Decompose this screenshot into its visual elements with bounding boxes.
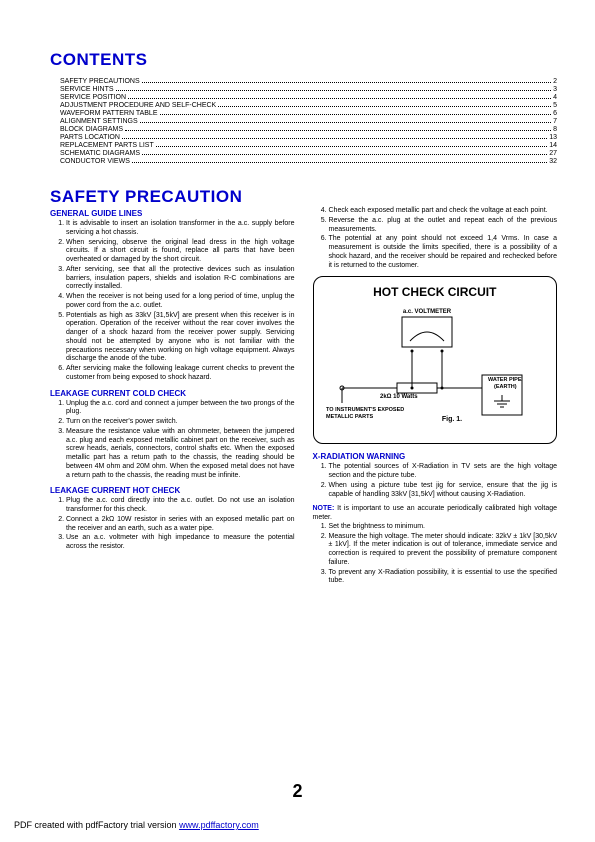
- toc-page: 7: [553, 118, 557, 125]
- list-item: Turn on the receiver's power switch.: [66, 418, 295, 427]
- page-number: 2: [0, 781, 595, 802]
- toc-label: SCHEMATIC DIAGRAMS: [60, 150, 140, 157]
- note-text: It is important to use an accurate perio…: [313, 505, 558, 521]
- toc-page: 27: [549, 150, 557, 157]
- toc-row: REPLACEMENT PARTS LIST 14: [60, 142, 557, 149]
- footer-text: PDF created with pdfFactory trial versio…: [14, 820, 179, 830]
- toc-label: SAFETY PRECAUTIONS: [60, 78, 140, 85]
- diagram-title: HOT CHECK CIRCUIT: [322, 285, 549, 299]
- general-list-right: Check each exposed metallic part and che…: [313, 207, 558, 270]
- toc-dots: [156, 145, 547, 147]
- note-list: Set the brightness to minimum.Measure th…: [313, 523, 558, 586]
- hot-check-list: Plug the a.c. cord directly into the a.c…: [50, 497, 295, 552]
- toc-label: PARTS LOCATION: [60, 134, 120, 141]
- list-item: Potentials as high as 33kV [31,5kV] are …: [66, 312, 295, 365]
- list-item: To prevent any X-Radiation possibility, …: [329, 569, 558, 587]
- table-of-contents: SAFETY PRECAUTIONS 2SERVICE HINTS 3SERVI…: [60, 78, 557, 165]
- voltmeter-label: a.c. VOLTMETER: [402, 309, 451, 315]
- list-item: Use an a.c. voltmeter with high impedanc…: [66, 534, 295, 552]
- toc-dots: [122, 137, 547, 139]
- toc-label: SERVICE POSITION: [60, 94, 126, 101]
- note-paragraph: NOTE: It is important to use an accurate…: [313, 505, 558, 523]
- list-item: It is advisable to insert an isolation t…: [66, 220, 295, 238]
- toc-page: 32: [549, 158, 557, 165]
- list-item: Measure the high voltage. The meter shou…: [329, 533, 558, 568]
- toc-row: SERVICE POSITION 4: [60, 94, 557, 101]
- earth-label: WATER PIPE (EARTH): [488, 377, 523, 390]
- contents-heading: CONTENTS: [50, 50, 557, 70]
- safety-heading: SAFETY PRECAUTION: [50, 187, 557, 207]
- cold-check-heading: LEAKAGE CURRENT COLD CHECK: [50, 389, 295, 398]
- cold-check-list: Unplug the a.c. cord and connect a jumpe…: [50, 400, 295, 481]
- toc-dots: [128, 97, 551, 99]
- toc-dots: [140, 121, 551, 123]
- toc-row: WAVEFORM PATTERN TABLE 6: [60, 110, 557, 117]
- toc-page: 13: [549, 134, 557, 141]
- toc-row: CONDUCTOR VIEWS 32: [60, 158, 557, 165]
- general-list-left: It is advisable to insert an isolation t…: [50, 220, 295, 383]
- list-item: Reverse the a.c. plug at the outlet and …: [329, 217, 558, 235]
- footer-link[interactable]: www.pdffactory.com: [179, 820, 259, 830]
- toc-row: ADJUSTMENT PROCEDURE AND SELF-CHECK 5: [60, 102, 557, 109]
- toc-dots: [142, 153, 547, 155]
- toc-row: SCHEMATIC DIAGRAMS 27: [60, 150, 557, 157]
- toc-page: 2: [553, 78, 557, 85]
- toc-row: ALIGNMENT SETTINGS 7: [60, 118, 557, 125]
- toc-label: BLOCK DIAGRAMS: [60, 126, 123, 133]
- list-item: The potential at any point should not ex…: [329, 235, 558, 270]
- note-label: NOTE:: [313, 505, 335, 512]
- fig-label: Fig. 1.: [441, 416, 461, 423]
- two-column-body: GENERAL GUIDE LINES It is advisable to i…: [50, 207, 557, 592]
- instrument-label: TO INSTRUMENT'S EXPOSED METALLIC PARTS: [326, 407, 406, 420]
- toc-row: SERVICE HINTS 3: [60, 86, 557, 93]
- list-item: Set the brightness to minimum.: [329, 523, 558, 532]
- page: CONTENTS SAFETY PRECAUTIONS 2SERVICE HIN…: [0, 0, 595, 842]
- toc-dots: [132, 161, 547, 163]
- hot-check-heading: LEAKAGE CURRENT HOT CHECK: [50, 486, 295, 495]
- toc-dots: [125, 129, 551, 131]
- toc-dots: [218, 105, 551, 107]
- toc-page: 8: [553, 126, 557, 133]
- toc-label: ADJUSTMENT PROCEDURE AND SELF-CHECK: [60, 102, 216, 109]
- toc-page: 4: [553, 94, 557, 101]
- hot-check-diagram: HOT CHECK CIRCUIT a.c. VOLTMETER: [313, 276, 558, 444]
- list-item: When the receiver is not being used for …: [66, 293, 295, 311]
- toc-page: 14: [549, 142, 557, 149]
- list-item: Plug the a.c. cord directly into the a.c…: [66, 497, 295, 515]
- list-item: Unplug the a.c. cord and connect a jumpe…: [66, 400, 295, 418]
- toc-page: 3: [553, 86, 557, 93]
- list-item: Check each exposed metallic part and che…: [329, 207, 558, 216]
- toc-dots: [160, 113, 552, 115]
- toc-row: SAFETY PRECAUTIONS 2: [60, 78, 557, 85]
- toc-label: REPLACEMENT PARTS LIST: [60, 142, 154, 149]
- pdf-footer: PDF created with pdfFactory trial versio…: [14, 820, 259, 830]
- list-item: When servicing, observe the original lea…: [66, 239, 295, 265]
- resistor-label: 2kΩ 10 Watts: [380, 394, 418, 400]
- list-item: After servicing make the following leaka…: [66, 365, 295, 383]
- list-item: The potential sources of X-Radiation in …: [329, 463, 558, 481]
- left-column: GENERAL GUIDE LINES It is advisable to i…: [50, 207, 295, 592]
- toc-row: BLOCK DIAGRAMS 8: [60, 126, 557, 133]
- circuit-svg: a.c. VOLTMETER 2kΩ 10 Watts: [322, 303, 532, 433]
- xrad-list: The potential sources of X-Radiation in …: [313, 463, 558, 499]
- toc-label: WAVEFORM PATTERN TABLE: [60, 110, 158, 117]
- toc-label: CONDUCTOR VIEWS: [60, 158, 130, 165]
- toc-dots: [116, 89, 552, 91]
- right-column: Check each exposed metallic part and che…: [313, 207, 558, 592]
- toc-page: 5: [553, 102, 557, 109]
- toc-row: PARTS LOCATION 13: [60, 134, 557, 141]
- list-item: After servicing, see that all the protec…: [66, 266, 295, 292]
- toc-label: ALIGNMENT SETTINGS: [60, 118, 138, 125]
- list-item: When using a picture tube test jig for s…: [329, 482, 558, 500]
- list-item: Measure the resistance value with an ohm…: [66, 428, 295, 481]
- toc-page: 6: [553, 110, 557, 117]
- xrad-heading: X-RADIATION WARNING: [313, 452, 558, 461]
- toc-label: SERVICE HINTS: [60, 86, 114, 93]
- list-item: Connect a 2kΩ 10W resistor in series wit…: [66, 516, 295, 534]
- toc-dots: [142, 81, 551, 83]
- general-guidelines-heading: GENERAL GUIDE LINES: [50, 209, 295, 218]
